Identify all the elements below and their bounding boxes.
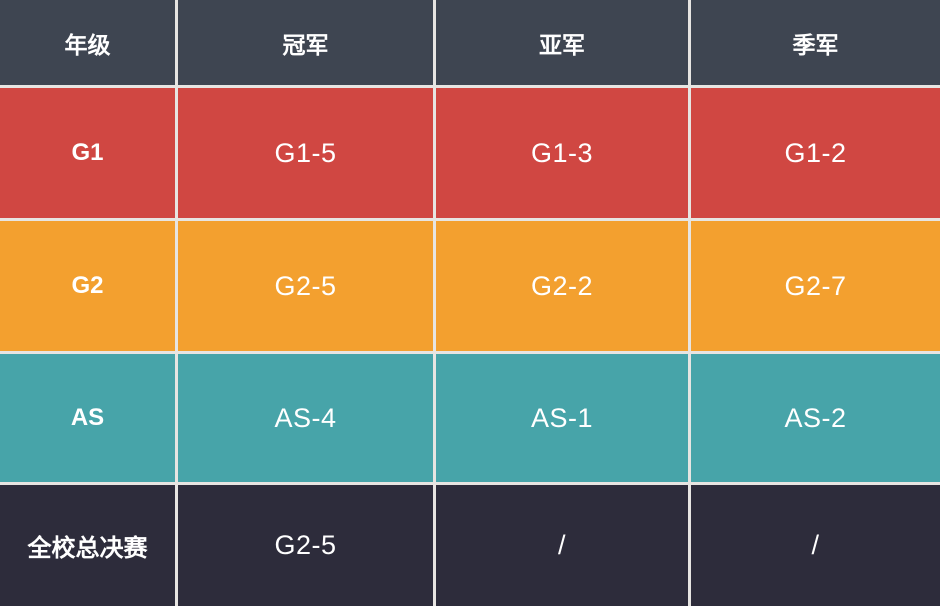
row-label-as: AS <box>0 354 175 482</box>
cell-finals-third-place: / <box>691 485 940 606</box>
cell-g1-runner-up: G1-3 <box>436 88 688 218</box>
row-label-school-finals: 全校总决赛 <box>0 485 175 606</box>
cell-finals-champion: G2-5 <box>178 485 433 606</box>
cell-as-runner-up: AS-1 <box>436 354 688 482</box>
cell-g1-third-place: G1-2 <box>691 88 940 218</box>
row-label-g2: G2 <box>0 221 175 351</box>
header-grade: 年级 <box>0 0 175 85</box>
cell-as-champion: AS-4 <box>178 354 433 482</box>
cell-as-third-place: AS-2 <box>691 354 940 482</box>
cell-finals-runner-up: / <box>436 485 688 606</box>
cell-g2-runner-up: G2-2 <box>436 221 688 351</box>
cell-g1-champion: G1-5 <box>178 88 433 218</box>
cell-g2-third-place: G2-7 <box>691 221 940 351</box>
cell-g2-champion: G2-5 <box>178 221 433 351</box>
header-runner-up: 亚军 <box>436 0 688 85</box>
header-third-place: 季军 <box>691 0 940 85</box>
header-champion: 冠军 <box>178 0 433 85</box>
row-label-g1: G1 <box>0 88 175 218</box>
